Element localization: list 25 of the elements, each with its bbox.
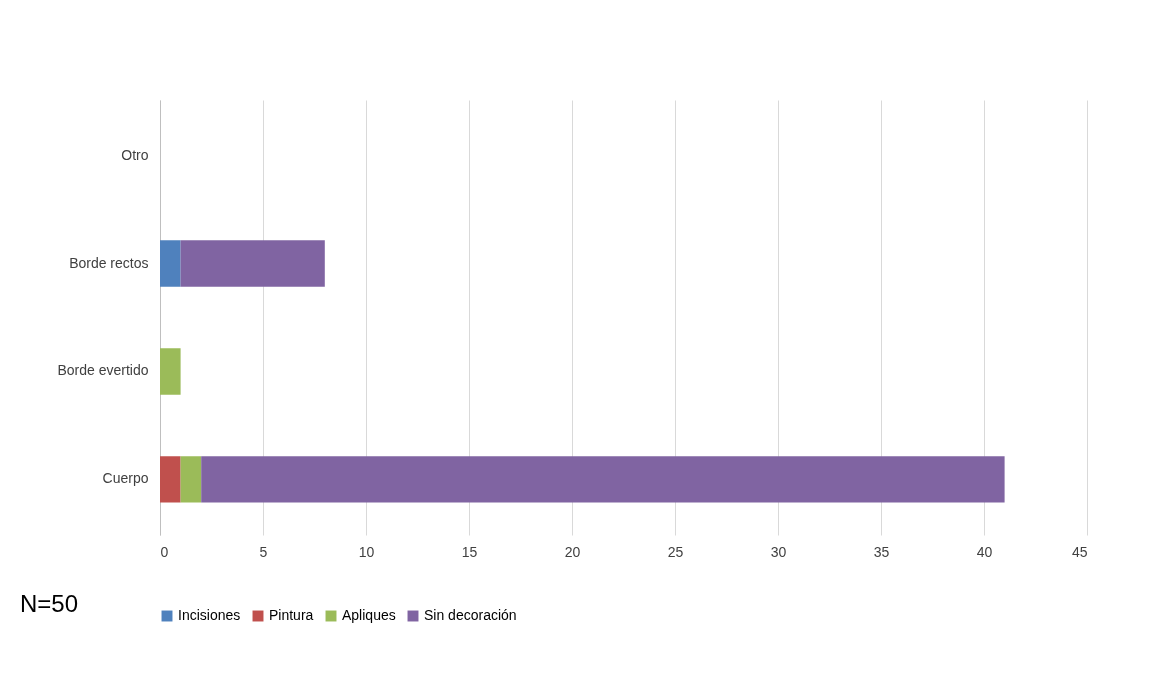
bar: [180, 456, 202, 503]
legend-label: Incisiones: [178, 607, 241, 623]
bar: [160, 456, 181, 503]
bar: [180, 240, 325, 287]
y-tick-label: Borde rectos: [69, 254, 149, 271]
x-tick-label: 35: [873, 543, 890, 560]
x-tick-label: 30: [770, 543, 787, 560]
text: N=50: [20, 590, 79, 617]
legend-label: Pintura: [269, 607, 314, 623]
bar: [201, 456, 1005, 503]
bar: [160, 240, 181, 287]
x-tick-label: 5: [259, 543, 268, 560]
x-tick-label: 40: [976, 543, 993, 560]
x-tick-label: 15: [461, 543, 478, 560]
y-tick-label: Borde evertido: [57, 362, 149, 379]
legend-label: Apliques: [342, 607, 396, 623]
legend-label: Sin decoración: [424, 607, 517, 623]
x-tick-label: 0: [160, 543, 169, 560]
y-tick-label: Otro: [121, 146, 149, 163]
x-tick-label: 10: [358, 543, 375, 560]
x-tick-label: 20: [564, 543, 581, 560]
y-tick-label: Cuerpo: [102, 470, 149, 487]
x-tick-label: 45: [1071, 543, 1088, 560]
bar: [160, 348, 181, 395]
x-tick-label: 25: [667, 543, 684, 560]
